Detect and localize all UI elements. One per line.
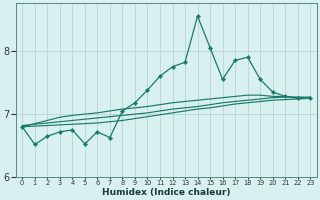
X-axis label: Humidex (Indice chaleur): Humidex (Indice chaleur) <box>102 188 230 197</box>
